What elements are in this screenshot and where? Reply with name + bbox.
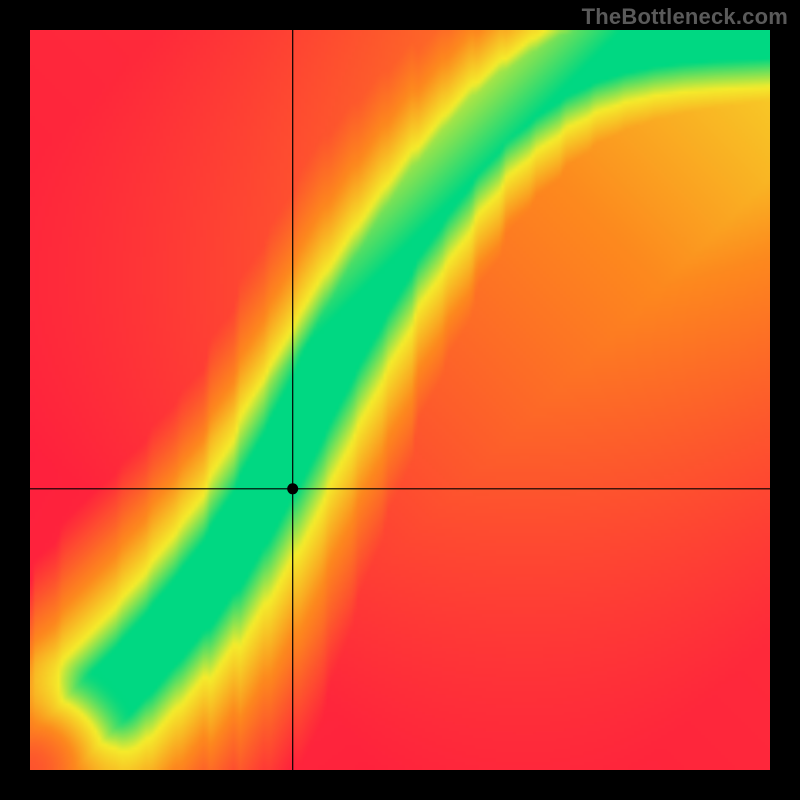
chart-container: TheBottleneck.com: [0, 0, 800, 800]
watermark-text: TheBottleneck.com: [582, 4, 788, 30]
plot-area: [30, 30, 770, 770]
heatmap-canvas: [30, 30, 770, 770]
